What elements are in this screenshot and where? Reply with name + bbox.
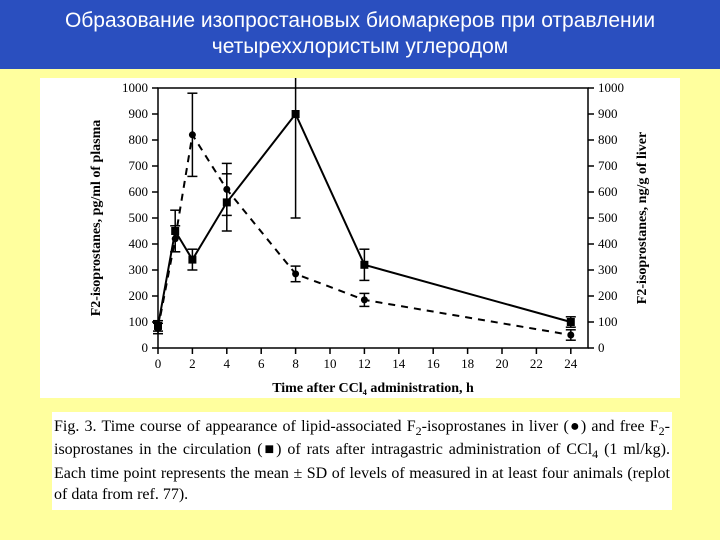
svg-text:100: 100 [129,314,149,329]
svg-text:16: 16 [427,356,441,371]
svg-text:800: 800 [129,132,149,147]
caption-part1: Fig. 3. Time course of appearance of lip… [54,418,416,435]
svg-text:18: 18 [461,356,474,371]
svg-text:200: 200 [129,288,149,303]
svg-text:10: 10 [324,356,337,371]
svg-text:300: 300 [598,262,618,277]
svg-text:8: 8 [292,356,299,371]
svg-text:700: 700 [129,158,149,173]
figure-caption: Fig. 3. Time course of appearance of lip… [52,412,672,510]
svg-text:F2-isoprostanes, pg/ml of plas: F2-isoprostanes, pg/ml of plasma [89,120,104,317]
svg-text:12: 12 [358,356,371,371]
svg-text:600: 600 [598,184,618,199]
svg-text:14: 14 [392,356,406,371]
svg-text:Time after CCl₄ administration: Time after CCl₄ administration, h [272,381,474,396]
svg-text:600: 600 [129,184,149,199]
svg-text:900: 900 [129,106,149,121]
svg-text:2: 2 [189,356,196,371]
svg-text:22: 22 [530,356,543,371]
svg-text:F2-isoprostanes, ng/g of liver: F2-isoprostanes, ng/g of liver [635,132,650,304]
title-bar: Образование изопростановых биомаркеров п… [0,0,720,69]
chart-figure: 0246810121416182022240010010020020030030… [40,78,680,398]
svg-text:1000: 1000 [598,80,624,95]
svg-text:4: 4 [224,356,231,371]
svg-text:24: 24 [564,356,578,371]
svg-text:0: 0 [155,356,162,371]
svg-text:0: 0 [598,340,605,355]
svg-text:500: 500 [598,210,618,225]
svg-text:300: 300 [129,262,149,277]
svg-text:200: 200 [598,288,618,303]
slide: Образование изопростановых биомаркеров п… [0,0,720,540]
svg-text:800: 800 [598,132,618,147]
caption-part2: -isoprostanes in liver (●) and free F [422,418,659,435]
svg-text:500: 500 [129,210,149,225]
svg-text:20: 20 [496,356,509,371]
chart-svg: 0246810121416182022240010010020020030030… [40,78,680,398]
svg-text:900: 900 [598,106,618,121]
svg-text:1000: 1000 [122,80,148,95]
svg-text:100: 100 [598,314,618,329]
svg-text:0: 0 [142,340,149,355]
svg-text:6: 6 [258,356,265,371]
svg-text:400: 400 [129,236,149,251]
svg-text:400: 400 [598,236,618,251]
svg-text:700: 700 [598,158,618,173]
